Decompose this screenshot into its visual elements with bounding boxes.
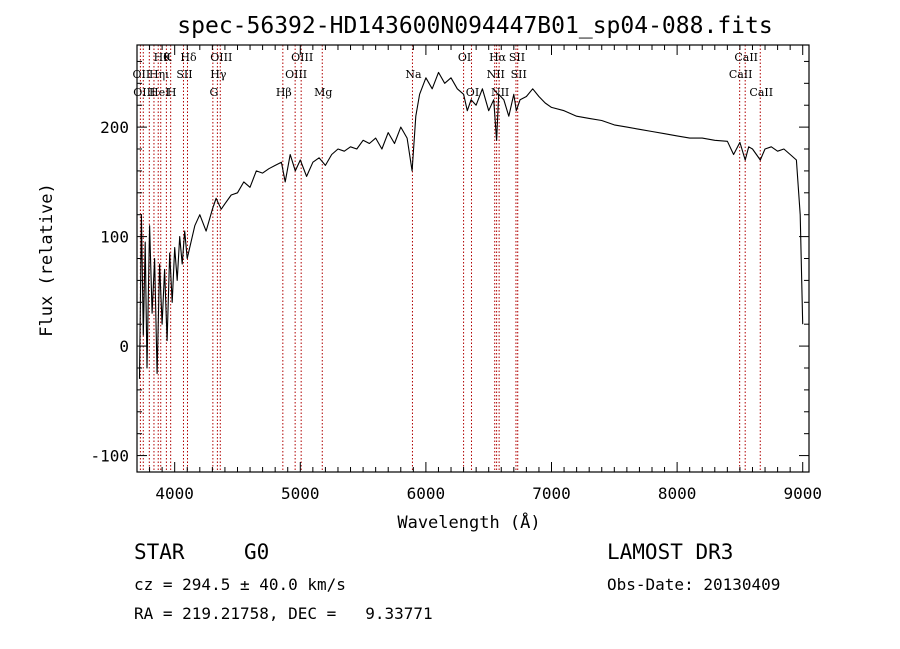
x-tick-label: 5000: [281, 484, 320, 503]
plot-frame: [136, 44, 810, 473]
y-tick-label: -100: [90, 447, 129, 466]
line-marker-label: G: [209, 86, 218, 99]
line-marker-label: OIII: [291, 51, 313, 64]
line-marker-label: Na: [405, 68, 422, 81]
line-marker-label: OIII: [133, 86, 155, 99]
line-marker-label: CaII: [729, 68, 753, 81]
line-marker-label: NII: [491, 86, 509, 99]
survey-name: LAMOST DR3: [607, 540, 734, 564]
x-tick-label: 6000: [407, 484, 446, 503]
line-marker-label: SII: [176, 68, 192, 81]
line-marker-label: OII: [133, 68, 151, 81]
line-marker-label: CaII: [734, 51, 758, 64]
object-class: STAR: [134, 540, 185, 564]
line-marker-label: Hα: [489, 51, 507, 64]
y-tick-label: 200: [100, 118, 129, 137]
y-tick-label: 100: [100, 228, 129, 247]
line-marker-label: Mg: [314, 86, 332, 99]
object-subclass: G0: [244, 540, 270, 564]
x-axis-label: Wavelength (Å): [397, 511, 540, 533]
line-marker-label: Hηι: [149, 68, 170, 81]
y-tick-label: 0: [119, 337, 129, 356]
x-tick-label: 7000: [532, 484, 571, 503]
line-marker-label: OIII: [210, 51, 232, 64]
line-marker-label: HeI: [149, 86, 169, 99]
coordinates-text: RA = 219.21758, DEC = 9.33771: [134, 604, 433, 623]
line-marker-label: H: [167, 86, 177, 99]
line-marker-label: Hβ: [276, 86, 292, 99]
line-marker-label: Hδ: [180, 51, 197, 64]
spectrum-line: [138, 71, 804, 379]
line-marker-label: OIII: [285, 68, 307, 81]
x-tick-label: 4000: [155, 484, 194, 503]
line-marker-label: OI: [466, 86, 479, 99]
redshift-text: cz = 294.5 ± 40.0 km/s: [134, 575, 346, 594]
chart-title: spec-56392-HD143600N094447B01_sp04-088.f…: [177, 13, 772, 39]
x-tick-label: 9000: [783, 484, 822, 503]
line-marker-label: NII: [487, 68, 505, 81]
line-marker-label: K: [163, 51, 172, 64]
line-marker-label: Hγ: [210, 68, 227, 81]
y-axis-label: Flux (relative): [37, 183, 57, 337]
line-marker-label: SII: [509, 51, 525, 64]
line-marker-label: SII: [511, 68, 527, 81]
line-marker-label: Hθ: [154, 51, 171, 64]
line-marker-label: OI: [458, 51, 471, 64]
line-marker-label: CaII: [749, 86, 773, 99]
obs-date-text: Obs-Date: 20130409: [607, 575, 781, 594]
x-tick-label: 8000: [658, 484, 697, 503]
